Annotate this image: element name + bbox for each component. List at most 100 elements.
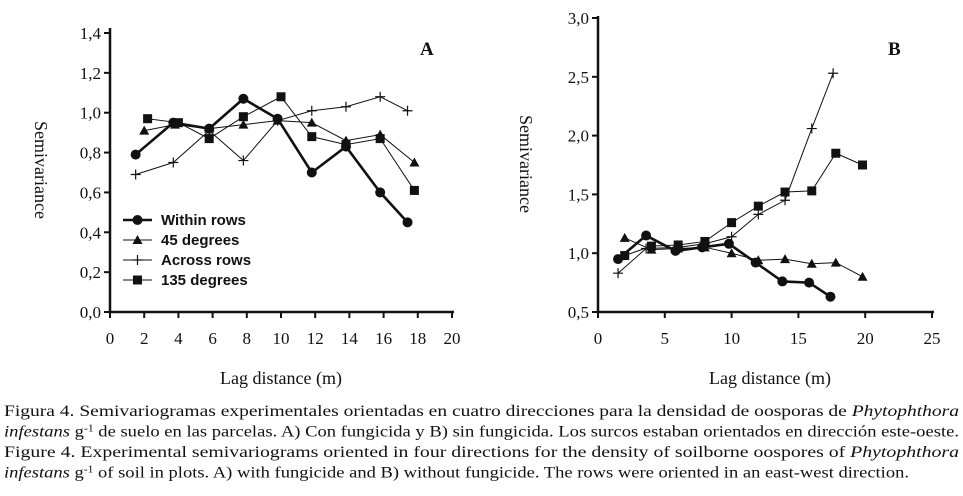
x-tick-label: 15 [790,329,807,348]
series-triangle [619,232,868,281]
chart-B: 0,5 1,0 1,5 2,0 2,5 3,0 0 5 10 15 20 25 Lag distance… [516,9,941,389]
x-tick-label: 6 [208,329,217,348]
data-point [375,91,386,102]
data-point [858,160,868,170]
x-axis-label: Lag distance (m) [220,368,342,389]
x-tick-label: 4 [174,329,183,348]
data-point [727,218,737,228]
caption-text: Figure 4. Experimental semivariograms or… [4,444,850,461]
legend-marker [133,275,142,285]
species-name: infestans [4,424,70,441]
data-point [780,195,791,206]
y-tick-label: 1,0 [568,244,589,263]
x-tick-label: 25 [924,329,941,348]
data-point [204,134,214,144]
data-point [831,148,841,158]
data-point [830,257,841,267]
data-point [307,132,317,142]
y-tick-label: 0,6 [80,183,101,202]
data-point [641,230,652,241]
y-tick-label: 0,0 [80,303,101,322]
legend-item: Within rows [123,212,246,229]
caption-text: g [70,424,84,441]
y-axis-label: Semivariance [516,115,536,213]
x-tick-label: 0 [594,329,603,348]
data-point [341,140,351,150]
legend-label: 135 degrees [161,272,248,289]
data-point [613,268,624,279]
figure-caption: Figura 4. Semivariogramas experimentales… [4,403,959,482]
legend: Within rows 45 degrees Across rows 135 degr… [123,212,251,289]
caption-line: infestans g -1 de suelo en las parcelas. … [4,423,959,441]
caption-text: de suelo en las parcelas. A) Con fungici… [94,424,959,441]
x-tick-label: 8 [243,329,252,348]
legend-item: Across rows [123,252,251,269]
data-point [168,157,179,168]
data-point [276,92,286,102]
x-tick-label: 5 [661,329,670,348]
legend-marker [132,235,143,244]
panel-label: A [420,39,434,60]
y-tick-label: 2,0 [568,127,589,146]
caption-line: infestans g -1 of soil in plots. A) with … [4,464,909,482]
x-tick-label: 18 [409,329,426,348]
y-tick-label: 1,0 [80,104,101,123]
data-point [409,185,419,195]
data-point [173,118,183,128]
x-tick-label: 20 [444,329,461,348]
data-point [726,231,737,242]
x-tick-label: 14 [341,329,359,348]
series-line [134,97,409,224]
data-point [700,236,710,246]
legend-marker [132,215,143,225]
data-point [143,114,153,124]
legend-item: 45 degrees [123,232,239,249]
legend-label: 45 degrees [161,232,239,249]
superscript: -1 [84,464,94,475]
species-name: Phytophthora [849,444,959,461]
x-axis-label: Lag distance (m) [709,368,831,389]
y-tick-label: 0,2 [80,263,101,282]
caption-text: of soil in plots. A) with fungicide and … [93,465,909,482]
data-point [238,93,249,104]
caption-text: g [70,465,84,482]
data-point [723,238,734,249]
data-point [777,276,788,287]
species-name: Phytophthora [850,403,959,420]
data-point [753,209,764,220]
x-tick-label: 12 [307,329,324,348]
data-point [238,155,249,166]
data-point [375,187,386,198]
data-point [828,68,839,79]
data-point [726,248,737,258]
caption-line: Figura 4. Semivariogramas experimentales… [4,403,959,420]
data-point [238,112,248,122]
data-point [402,217,413,228]
species-name: infestans [4,465,70,482]
caption-text: Figura 4. Semivariogramas experimentales… [4,403,852,420]
legend-marker [132,255,143,265]
data-point [306,167,317,178]
data-point [272,115,283,126]
data-point [619,232,630,242]
data-point [825,291,836,302]
series-circle [613,230,836,302]
data-point [130,169,141,180]
chart-A: 0,0 0,2 0,4 0,6 0,8 1,0 1,2 1,4 0 2 4 6 8 10 12 14 16 18 2… [31,24,461,389]
data-point [306,117,317,127]
y-tick-label: 3,0 [568,9,589,28]
y-tick-label: 1,4 [80,24,102,43]
y-tick-label: 1,2 [80,64,101,83]
data-point [753,255,764,265]
data-point [402,105,413,116]
data-point [857,271,868,281]
data-point [646,241,656,251]
data-point [130,149,141,160]
panel-label: B [888,39,901,60]
data-point [306,105,317,116]
data-point [673,240,683,250]
axes [108,28,454,314]
y-axis-label: Semivariance [31,121,51,219]
data-point [238,119,249,129]
